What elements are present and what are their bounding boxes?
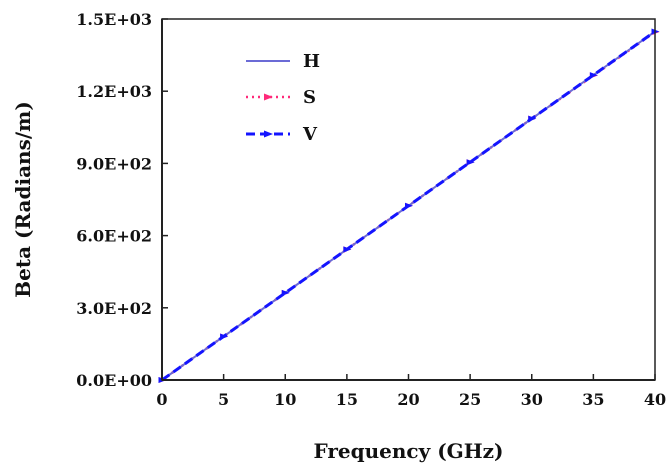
legend-marker-s [264, 93, 273, 101]
legend-item-s: S [246, 87, 316, 108]
series-point-v [589, 72, 598, 79]
ticks-layer: 0 5 10 15 20 25 30 35 40 0.0E+00 3.0E+02 6.0E+02 9.0… [76, 10, 666, 409]
x-tick-label: 35 [582, 390, 604, 409]
x-tick-label: 15 [336, 390, 358, 409]
series-point-v [466, 159, 475, 166]
y-tick-label: 1.2E+03 [76, 82, 152, 101]
legend-label-h: H [303, 51, 320, 72]
series-point-v [405, 202, 413, 209]
y-tick-label: 9.0E+02 [76, 154, 152, 173]
series-point-v [528, 115, 537, 122]
series-point-v [220, 333, 229, 340]
x-tick-label: 40 [644, 390, 666, 409]
legend-marker-v [264, 130, 273, 138]
legend-swatch-v [246, 130, 290, 138]
series-point-v [281, 289, 290, 296]
y-tick-label: 6.0E+02 [76, 227, 152, 246]
x-tick-label: 20 [397, 390, 419, 409]
y-axis-title: Beta (Radians/m) [11, 101, 35, 298]
legend-label-s: S [303, 87, 316, 108]
y-tick-label: 0.0E+00 [76, 371, 152, 390]
x-tick-label: 10 [274, 390, 296, 409]
plot-background [162, 19, 655, 380]
x-tick-label: 30 [521, 390, 543, 409]
legend: H S V [246, 51, 320, 145]
x-tick-label: 25 [459, 390, 481, 409]
legend-item-h: H [246, 51, 320, 72]
legend-swatch-s [246, 93, 290, 101]
plot-area [162, 19, 655, 380]
y-tick-label: 1.5E+03 [76, 10, 152, 29]
y-tick-label: 3.0E+02 [76, 299, 152, 318]
x-axis-title: Frequency (GHz) [314, 439, 504, 463]
x-tick-label: 0 [156, 390, 167, 409]
x-tick-label: 5 [218, 390, 229, 409]
legend-label-v: V [302, 124, 318, 145]
legend-item-v: V [246, 124, 318, 145]
series-point-v [343, 246, 352, 253]
